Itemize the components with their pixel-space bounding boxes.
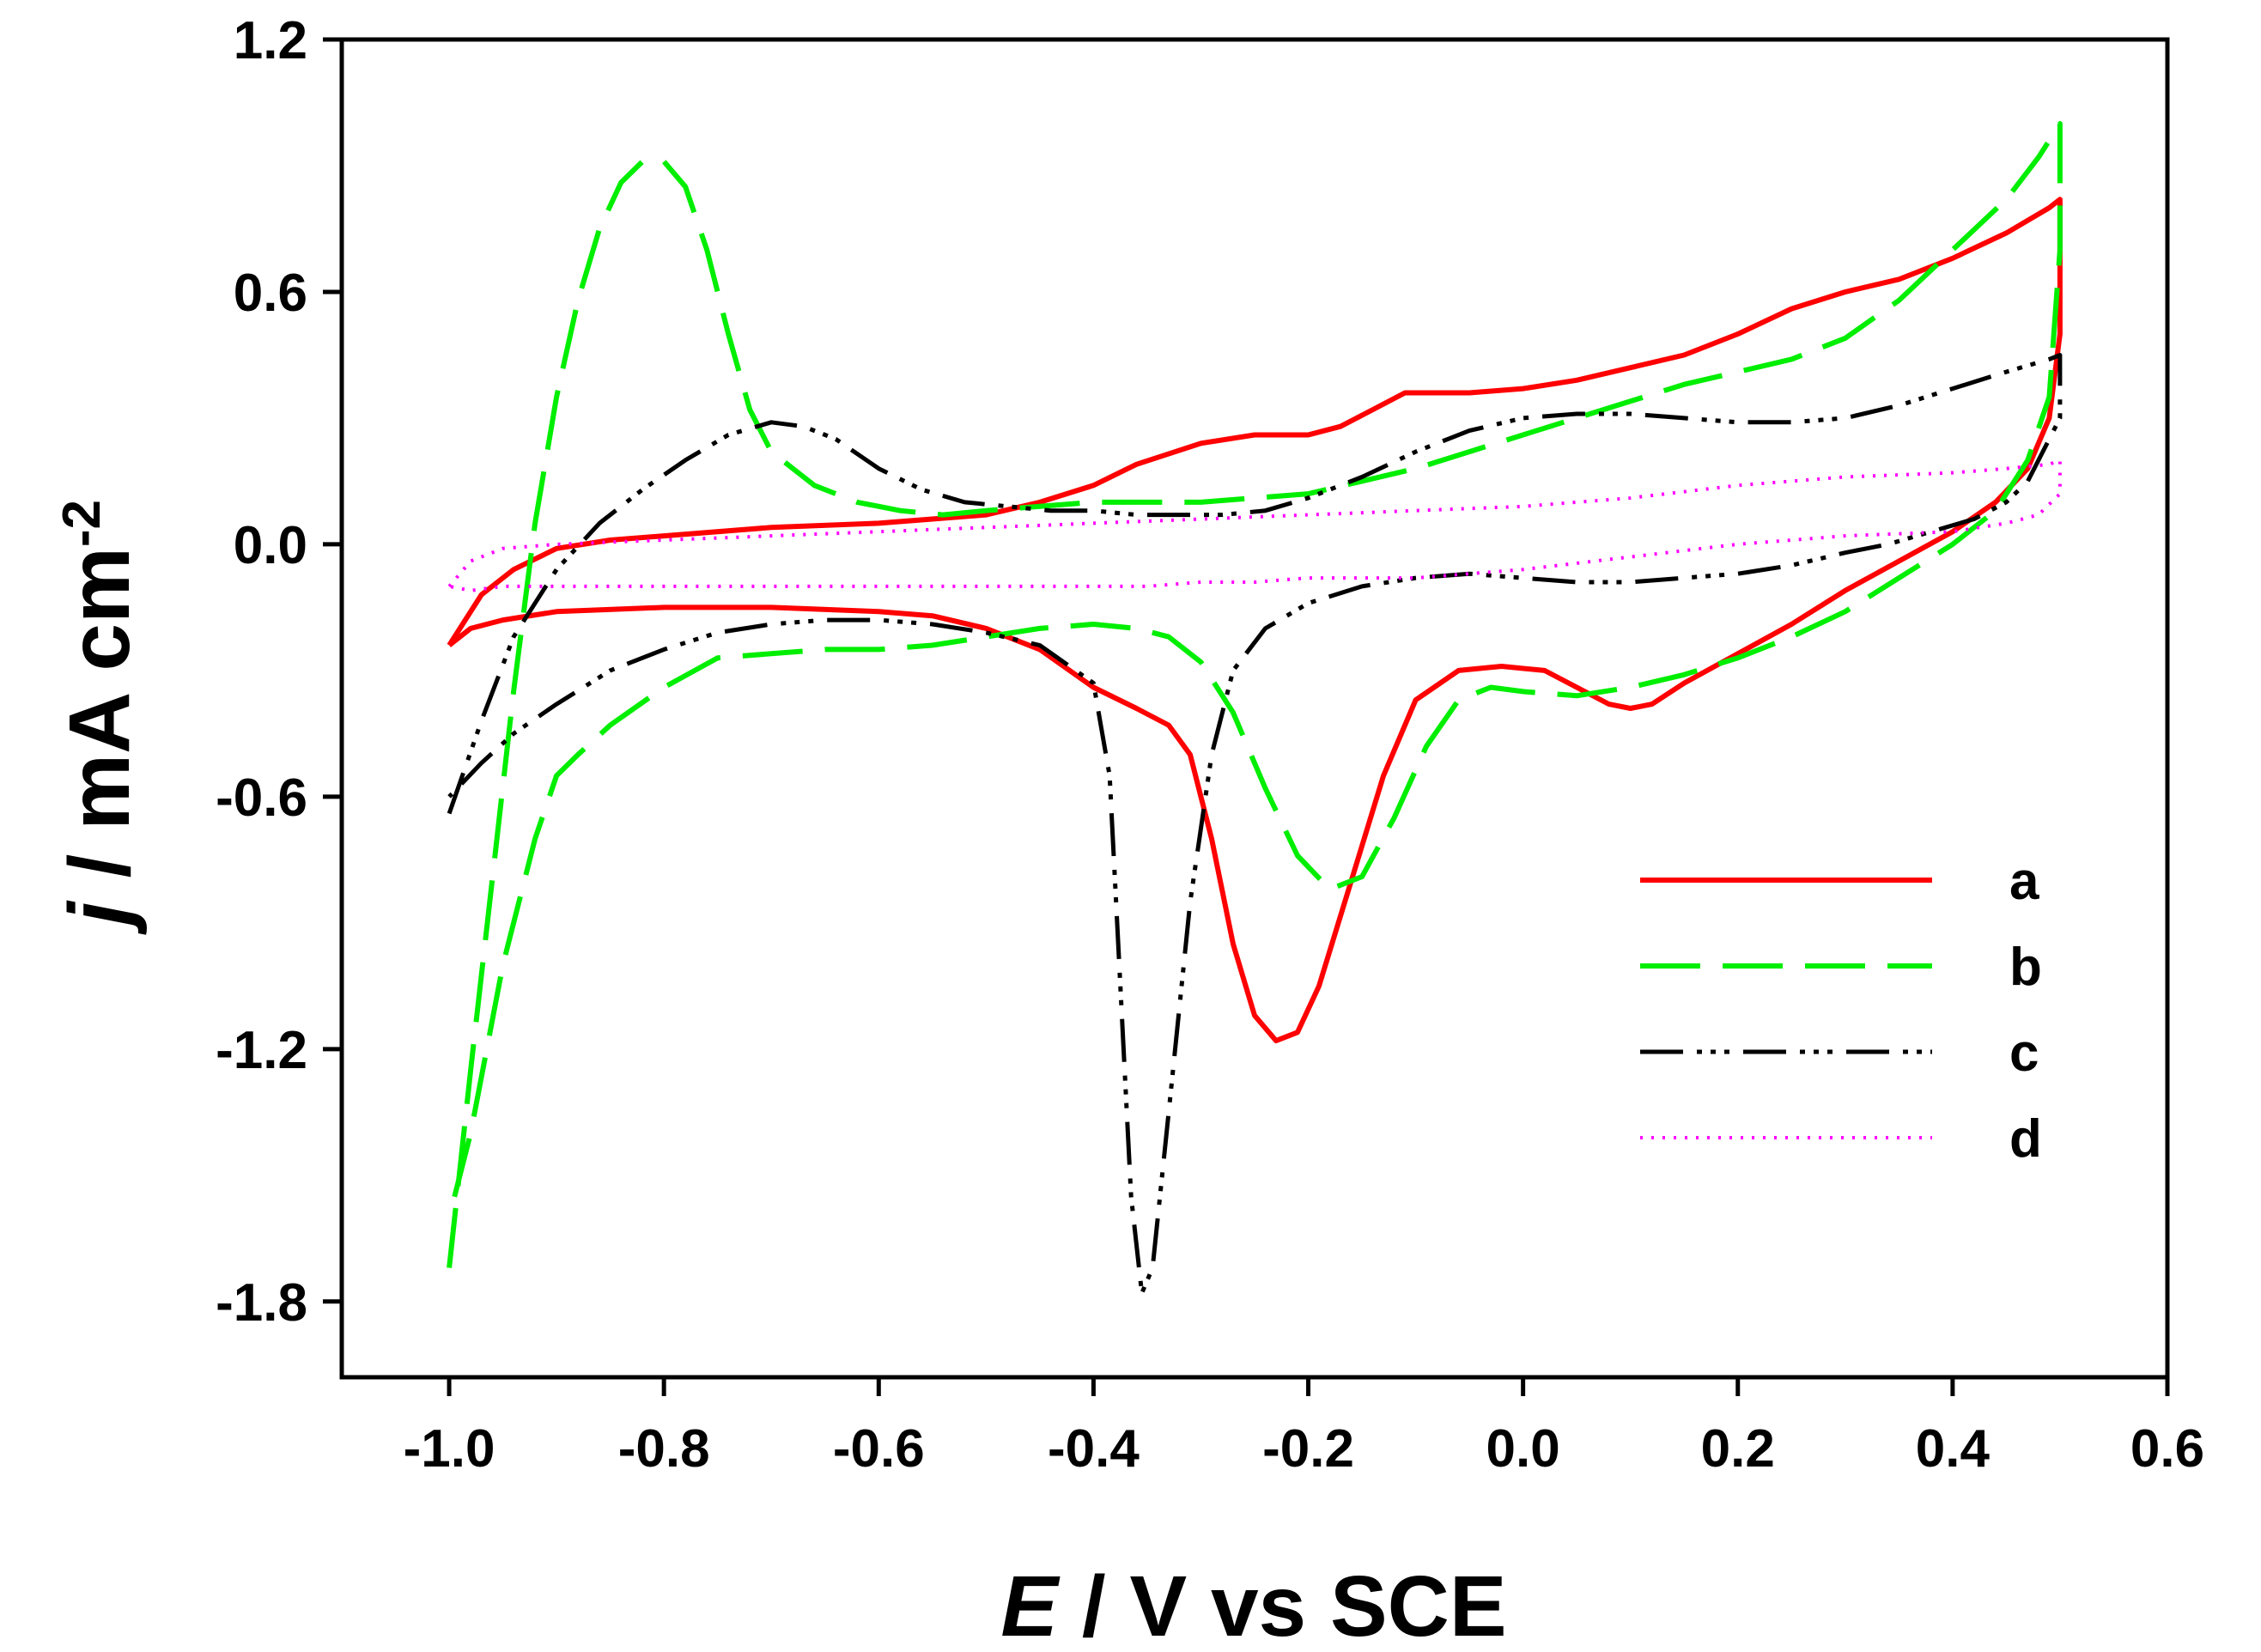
y-tick-label: -1.8	[216, 1273, 307, 1333]
plot-frame	[339, 37, 2170, 1380]
x-tick-label: -0.8	[618, 1419, 710, 1479]
legend-label-a: a	[2009, 852, 2039, 911]
legend-label-c: c	[2009, 1023, 2039, 1083]
series-c-line	[447, 353, 2063, 1296]
y-axis-exponent: -2	[52, 500, 112, 547]
series-b-line	[447, 121, 2063, 1268]
series-layer	[447, 121, 2063, 1296]
y-axis-unit: / mA cm	[52, 547, 148, 902]
legend-label-d: d	[2009, 1109, 2042, 1169]
series-a-line	[447, 197, 2063, 1044]
x-axis-variable: E	[1000, 1558, 1061, 1652]
x-tick-label: 0.4	[1916, 1419, 1991, 1479]
y-tick-label: 0.0	[234, 516, 307, 575]
y-tick-label: 0.6	[234, 264, 307, 323]
legend-label-b: b	[2009, 938, 2042, 997]
y-tick-label: -0.6	[216, 768, 307, 828]
x-tick-label: 0.6	[2130, 1419, 2204, 1479]
x-tick-label: -0.6	[833, 1419, 925, 1479]
x-tick-label: -0.2	[1262, 1419, 1354, 1479]
x-tick-label: -1.0	[404, 1419, 495, 1479]
tick-layer: -1.0 -0.8 -0.6 -0.4 -0.2 0.0 0.2 0.4 0.6 1.2 0.6 0.…	[216, 11, 2204, 1479]
x-tick-label: 0.0	[1486, 1419, 1560, 1479]
y-axis-title: j / mA cm-2	[52, 500, 148, 935]
y-tick-label: -1.2	[216, 1021, 307, 1080]
y-tick-label: 1.2	[234, 11, 307, 70]
x-tick-label: -0.4	[1048, 1419, 1140, 1479]
x-axis-unit: / V vs SCE	[1058, 1558, 1506, 1652]
x-axis-title: E / V vs SCE	[1000, 1558, 1506, 1652]
x-tick-label: 0.2	[1701, 1419, 1775, 1479]
